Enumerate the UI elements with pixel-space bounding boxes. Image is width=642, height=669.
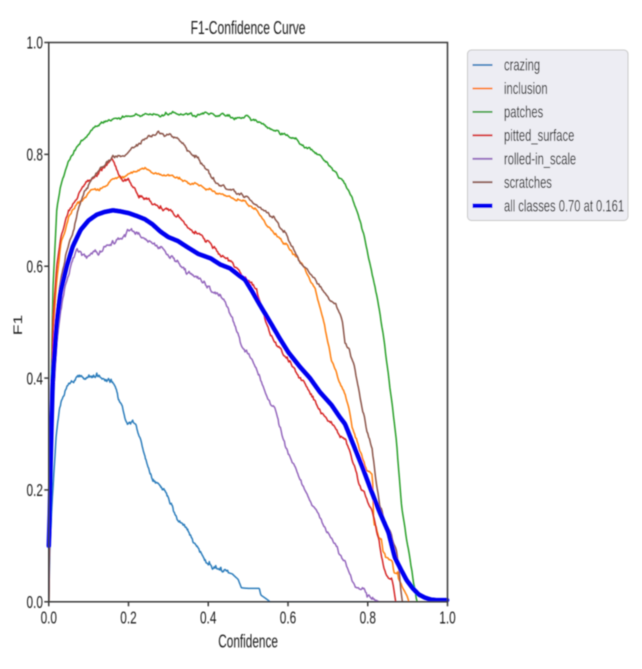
svg-text:F1-Confidence Curve: F1-Confidence Curve — [191, 18, 306, 38]
svg-text:scratches: scratches — [504, 174, 552, 193]
svg-text:patches: patches — [504, 103, 543, 122]
svg-text:inclusion: inclusion — [504, 80, 548, 99]
svg-text:all classes 0.70 at 0.161: all classes 0.70 at 0.161 — [504, 197, 624, 216]
svg-text:rolled-in_scale: rolled-in_scale — [504, 150, 576, 169]
svg-text:0.0: 0.0 — [41, 608, 57, 628]
svg-text:pitted_surface: pitted_surface — [504, 127, 574, 146]
svg-text:0.4: 0.4 — [26, 369, 42, 389]
svg-text:0.8: 0.8 — [26, 145, 42, 165]
svg-text:F1: F1 — [13, 315, 26, 335]
svg-text:crazing: crazing — [504, 57, 540, 76]
svg-text:0.6: 0.6 — [280, 608, 296, 628]
svg-text:1.0: 1.0 — [26, 33, 42, 53]
svg-text:0.2: 0.2 — [26, 481, 42, 501]
svg-text:Confidence: Confidence — [218, 632, 278, 652]
svg-text:0.6: 0.6 — [26, 257, 42, 277]
svg-text:0.8: 0.8 — [360, 608, 376, 628]
svg-text:1.0: 1.0 — [439, 608, 455, 628]
svg-text:0.0: 0.0 — [26, 593, 42, 613]
svg-text:0.4: 0.4 — [200, 608, 216, 628]
svg-text:0.2: 0.2 — [120, 608, 136, 628]
